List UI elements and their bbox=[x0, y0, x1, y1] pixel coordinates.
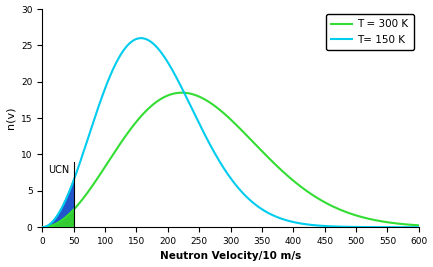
X-axis label: Neutron Velocity/10 m/s: Neutron Velocity/10 m/s bbox=[160, 252, 301, 261]
Legend: T = 300 K, T= 150 K: T = 300 K, T= 150 K bbox=[326, 14, 414, 50]
Polygon shape bbox=[42, 180, 74, 227]
Text: UCN: UCN bbox=[48, 165, 70, 175]
Y-axis label: n(v): n(v) bbox=[6, 107, 16, 129]
Polygon shape bbox=[42, 210, 74, 227]
